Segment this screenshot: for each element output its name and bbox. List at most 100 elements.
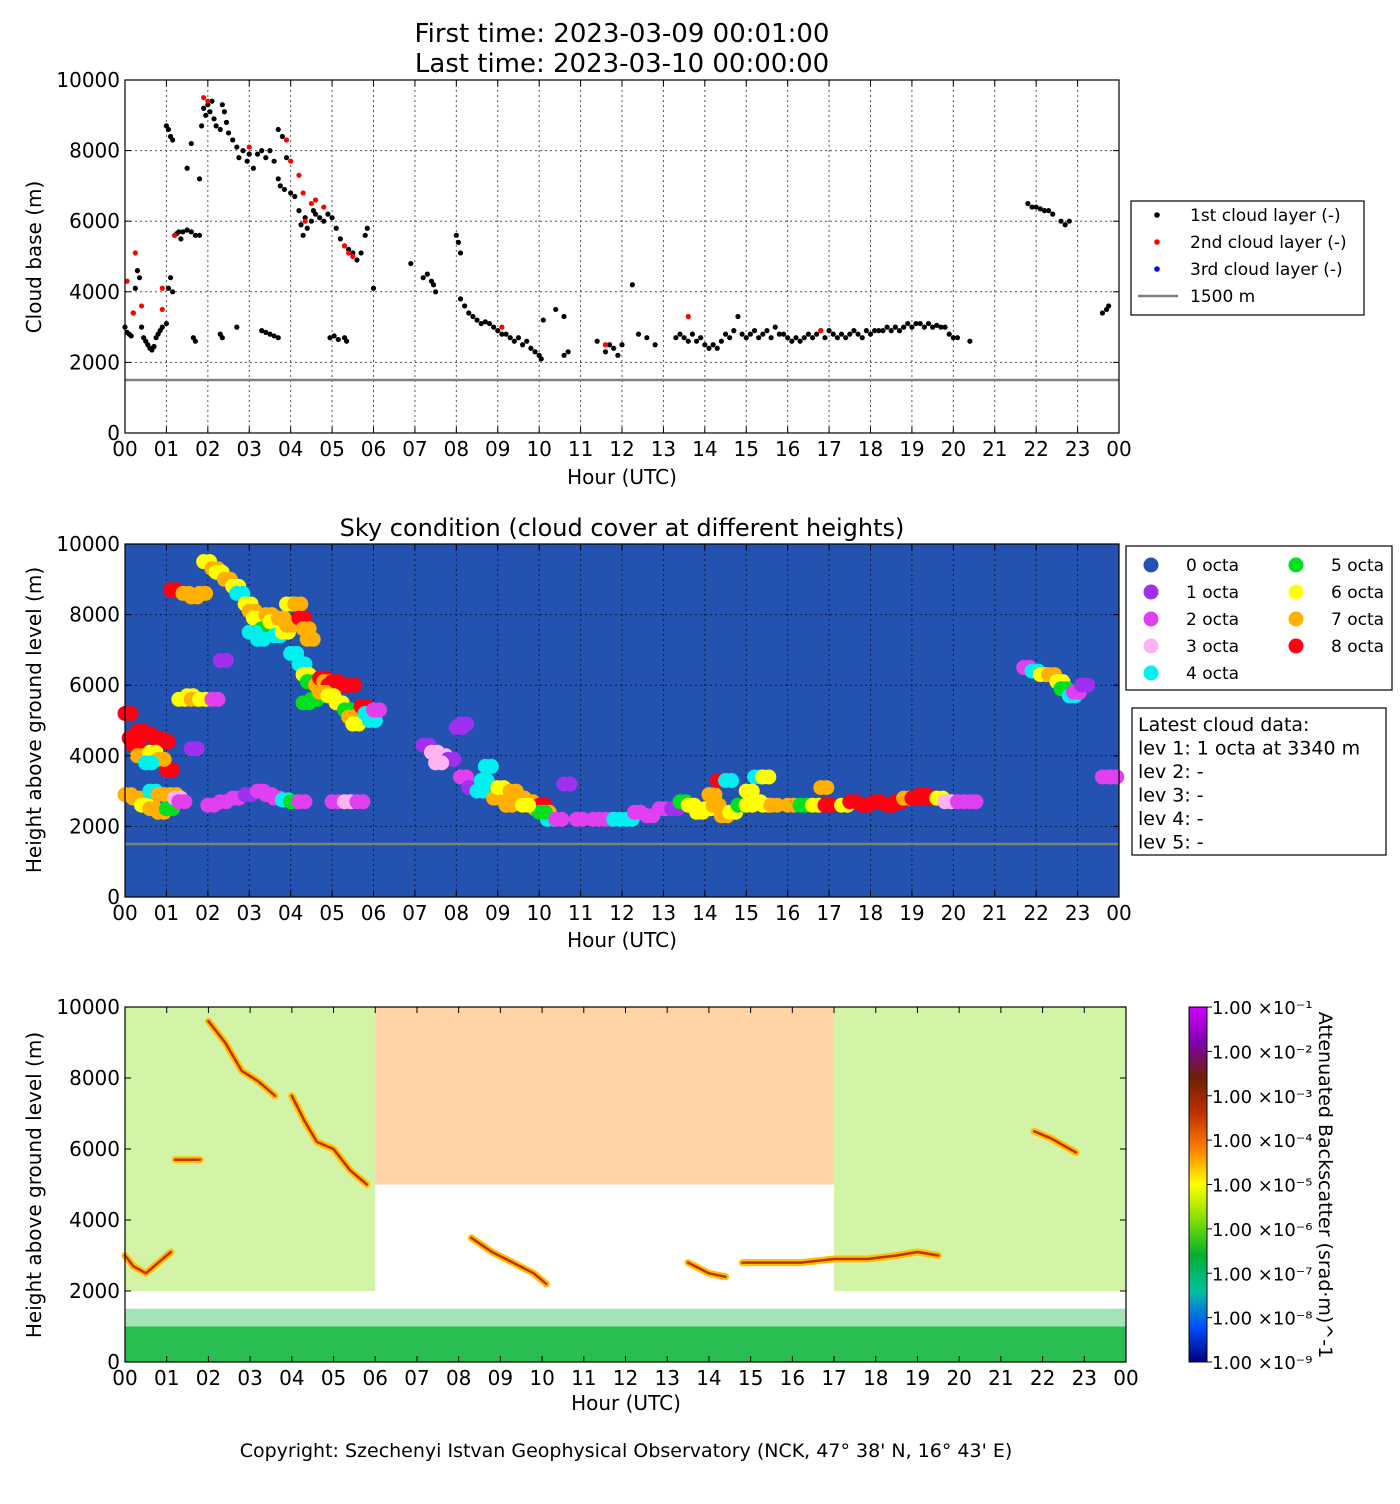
cloud-layer-1-point [433, 289, 439, 295]
colorbar-tick-label: 1.00 ×10⁻¹ [1212, 998, 1313, 1019]
cloud-layer-1-point [420, 275, 426, 281]
cloud-layer-1-point [1066, 218, 1072, 224]
cloud-layer-1-point [1037, 206, 1043, 212]
sky-y-tick-label: 4000 [69, 744, 120, 768]
cloud-layer-1-point [830, 331, 836, 337]
cloud-base-x-tick-label: 09 [485, 437, 510, 461]
cloud-layer-1-point [192, 338, 199, 344]
octa-4-point [479, 773, 495, 789]
backscatter-x-tick-label: 13 [654, 1366, 679, 1390]
backscatter-xlabel: Hour (UTC) [571, 1391, 681, 1415]
cloud-layer-1-point [1058, 218, 1064, 224]
cloud-layer-1-point [466, 310, 472, 316]
cloud-layer-1-point [230, 137, 236, 143]
sky-condition-xlabel: Hour (UTC) [567, 928, 677, 952]
cloud-layer-1-point [482, 319, 488, 325]
cloud-layer-1-point [693, 338, 700, 344]
cloud-layer-1-point [203, 112, 209, 118]
backscatter-x-tick-label: 06 [363, 1366, 388, 1390]
cloud-layer-1-point [1033, 204, 1039, 210]
legend-label-layer1: 1st cloud layer (-) [1190, 206, 1341, 226]
legend-label-1500m: 1500 m [1190, 287, 1255, 307]
cloud-layer-1-point [217, 126, 223, 133]
cloud-layer-1-point [780, 331, 787, 337]
cloud-layer-1-point [263, 155, 269, 161]
cloud-layer-1-point [457, 296, 464, 302]
cloud-layer-1-point [884, 324, 890, 330]
backscatter-x-tick-label: 03 [237, 1366, 262, 1390]
cloud-layer-1-point [335, 336, 341, 343]
cloud-layer-1-point [528, 345, 534, 351]
cloud-layer-1-point [250, 165, 256, 171]
cloud-base-x-tick-label: 01 [154, 437, 179, 461]
cloud-layer-1-point [271, 158, 277, 164]
sky-x-tick-label: 12 [609, 901, 634, 925]
octa-3-legend-label: 3 octa [1186, 637, 1239, 657]
backscatter-y-tick-label: 10000 [56, 995, 120, 1019]
octa-6-point [744, 783, 760, 799]
cloud-layer-1-point [259, 148, 265, 154]
cloud-layer-1-point [364, 225, 370, 231]
cloud-layer-1-point [718, 338, 725, 344]
legend-label-layer2: 2nd cloud layer (-) [1190, 233, 1347, 253]
sky-x-tick-label: 01 [154, 901, 179, 925]
cloud-layer-1-point [267, 331, 273, 337]
octa-1-point [458, 716, 474, 732]
cloud-track [686, 1261, 727, 1279]
cloud-layer-1-point [847, 331, 853, 337]
cloud-base-x-tick-label: 20 [941, 437, 966, 461]
cloud-layer-1-point [234, 324, 240, 330]
cloud-layer-2-point [602, 342, 609, 348]
cloud-layer-1-point [814, 331, 820, 337]
cloud-base-x-tick-label: 15 [734, 437, 759, 461]
cloud-layer-1-point [474, 317, 480, 323]
cloud-layer-1-point [259, 328, 265, 334]
sky-x-tick-label: 00 [112, 901, 137, 925]
sky-y-tick-label: 8000 [69, 603, 120, 627]
legend-marker-layer3 [1154, 266, 1160, 272]
legend-marker-layer1 [1154, 212, 1160, 218]
octa-5-point [301, 695, 317, 711]
octa-1-point [446, 751, 462, 767]
sky-x-tick-label: 02 [195, 901, 220, 925]
cloud-layer-1-point [275, 126, 281, 133]
first-time-label: First time: 2023-03-09 00:01:00 [415, 19, 830, 49]
sky-x-tick-label: 17 [816, 901, 841, 925]
backscatter-x-tick-label: 19 [905, 1366, 930, 1390]
cloud-layer-2-point [124, 278, 130, 284]
cloud-layer-1-point [495, 328, 501, 334]
cloud-layer-1-point [283, 155, 290, 161]
latest-cloud-line: lev 3: - [1138, 785, 1204, 807]
colorbar-tick-label: 1.00 ×10⁻⁴ [1212, 1131, 1313, 1152]
cloud-layer-1-point [681, 335, 687, 341]
octa-4-point [256, 631, 272, 647]
latest-cloud-line: lev 1: 1 octa at 3340 m [1138, 738, 1360, 760]
cloud-layer-1-point [308, 218, 314, 224]
cloud-base-x-tick-label: 10 [526, 437, 551, 461]
octa-4-point [144, 755, 160, 771]
backscatter-x-tick-label: 12 [613, 1366, 638, 1390]
octa-7-point [707, 787, 723, 803]
cloud-layer-1-point [507, 335, 513, 341]
cloud-base-x-tick-label: 08 [444, 437, 469, 461]
cloud-layer-1-point [772, 324, 778, 330]
cloud-layer-1-point [888, 328, 894, 334]
cloud-base-x-tick-label: 00 [112, 437, 137, 461]
latest-cloud-line: lev 2: - [1138, 761, 1204, 783]
cloud-layer-1-point [925, 320, 932, 327]
sky-x-tick-label: 20 [941, 901, 966, 925]
cloud-layer-1-point [370, 285, 377, 291]
cloud-layer-1-point [1050, 211, 1056, 217]
sky-y-tick-label: 6000 [69, 673, 120, 697]
cloud-layer-1-point [524, 338, 530, 344]
octa-3-legend-marker [1143, 638, 1159, 654]
backscatter-x-tick-label: 22 [1030, 1366, 1055, 1390]
octa-7-point [819, 780, 835, 796]
cloud-layer-1-point [184, 165, 190, 171]
cloud-layer-1-point [478, 320, 484, 327]
octa-2-point [372, 702, 387, 718]
cloud-layer-1-point [1106, 303, 1112, 309]
colorbar-label: Attenuated Backscatter (srad·m)^-1 [1314, 1012, 1336, 1358]
octa-8-point [823, 797, 839, 813]
cloud-layer-1-point [805, 331, 811, 337]
